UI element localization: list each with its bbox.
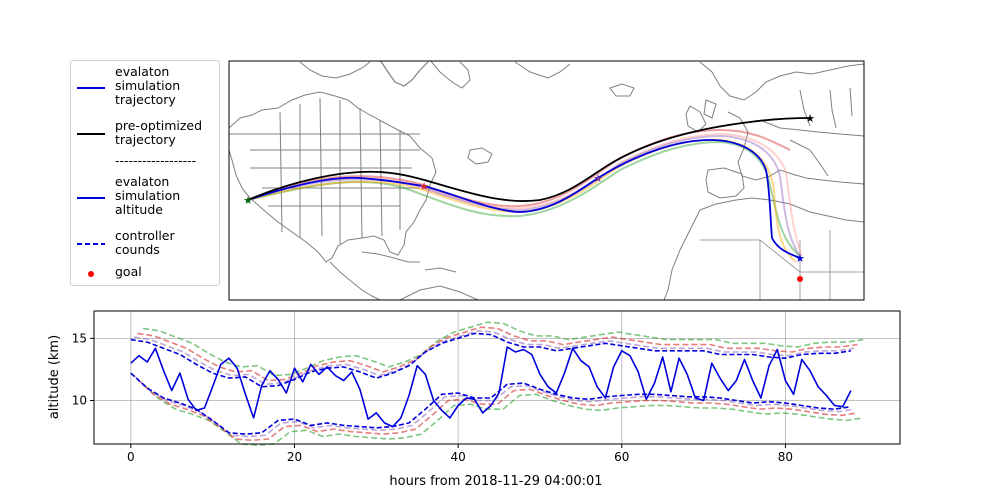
- legend-swatch-dashed-blue: [77, 243, 105, 245]
- waypoint-star-marker: ★: [419, 180, 429, 193]
- y-tick-label: 10: [72, 393, 87, 407]
- x-tick-label: 60: [614, 450, 629, 464]
- waypoint-star-marker: ★: [795, 252, 805, 265]
- legend-item-simulation-altitude: evalaton simulation altitude: [71, 175, 221, 225]
- legend: evalaton simulation trajectory pre-optim…: [70, 60, 220, 286]
- altitude-chart: 0 20 40 60 80 10 15 hours from 2018-11-29 04:0…: [47, 310, 901, 489]
- trajectory-map: ★ ★ ★ ★ ★: [228, 60, 865, 301]
- plot-frame: [93, 310, 901, 445]
- legend-label: controller counds: [115, 228, 175, 257]
- legend-item-controller-bounds: controller counds: [71, 229, 221, 261]
- goal-marker: [797, 276, 803, 282]
- waypoint-star-marker: ★: [243, 194, 253, 207]
- map-frame: [228, 60, 865, 301]
- map-land-borders: [229, 61, 864, 300]
- legend-item-goal: goal: [71, 265, 221, 283]
- x-axis-label: hours from 2018-11-29 04:00:01: [389, 474, 602, 489]
- ensemble-trajectory: [247, 140, 801, 257]
- y-tick-label: 15: [72, 331, 87, 345]
- legend-label: pre-optimized trajectory: [115, 118, 203, 147]
- legend-label: evalaton simulation trajectory: [115, 64, 181, 107]
- ensemble-upper-bound: [137, 326, 858, 382]
- waypoint-star-marker: ★: [805, 112, 815, 125]
- waypoint-star-marker: ★: [593, 172, 603, 185]
- ensemble-upper-bound: [133, 330, 855, 386]
- ensemble-trajectory: [247, 132, 803, 257]
- simulation-altitude-line: [130, 346, 852, 428]
- altitude-series: [130, 321, 864, 447]
- ensemble-trajectory: [247, 128, 791, 208]
- simulation-trajectory-line: [247, 139, 801, 259]
- x-tick-label: 0: [127, 450, 135, 464]
- legend-swatch-goal-dot: [88, 271, 94, 277]
- ensemble-lower-bound: [142, 383, 864, 447]
- altitude-axes: 0 20 40 60 80 10 15: [72, 310, 901, 464]
- ensemble-upper-bound: [142, 321, 864, 377]
- legend-item-preoptimized-trajectory: pre-optimized trajectory: [71, 119, 221, 151]
- legend-swatch-solid-blue: [77, 197, 105, 199]
- legend-swatch-solid-black: [77, 133, 105, 135]
- legend-item-simulation-trajectory: evalaton simulation trajectory: [71, 65, 221, 115]
- ensemble-trajectory: [247, 138, 797, 263]
- ensemble-trajectory: [247, 134, 801, 257]
- legend-label: evalaton simulation altitude: [115, 174, 181, 217]
- legend-label: goal: [115, 264, 142, 279]
- x-tick-label: 20: [287, 450, 302, 464]
- trajectory-lines: ★ ★ ★ ★ ★: [243, 112, 815, 282]
- controller-lower-bound: [130, 372, 852, 435]
- legend-swatch-solid-blue: [77, 87, 105, 89]
- preoptimized-trajectory-line: [247, 117, 811, 202]
- x-tick-label: 40: [450, 450, 465, 464]
- y-axis-label: altitude (km): [47, 335, 62, 419]
- ensemble-lower-bound: [136, 378, 858, 442]
- legend-separator: ------------------: [115, 153, 197, 168]
- controller-upper-bound: [130, 332, 852, 388]
- x-tick-label: 80: [778, 450, 793, 464]
